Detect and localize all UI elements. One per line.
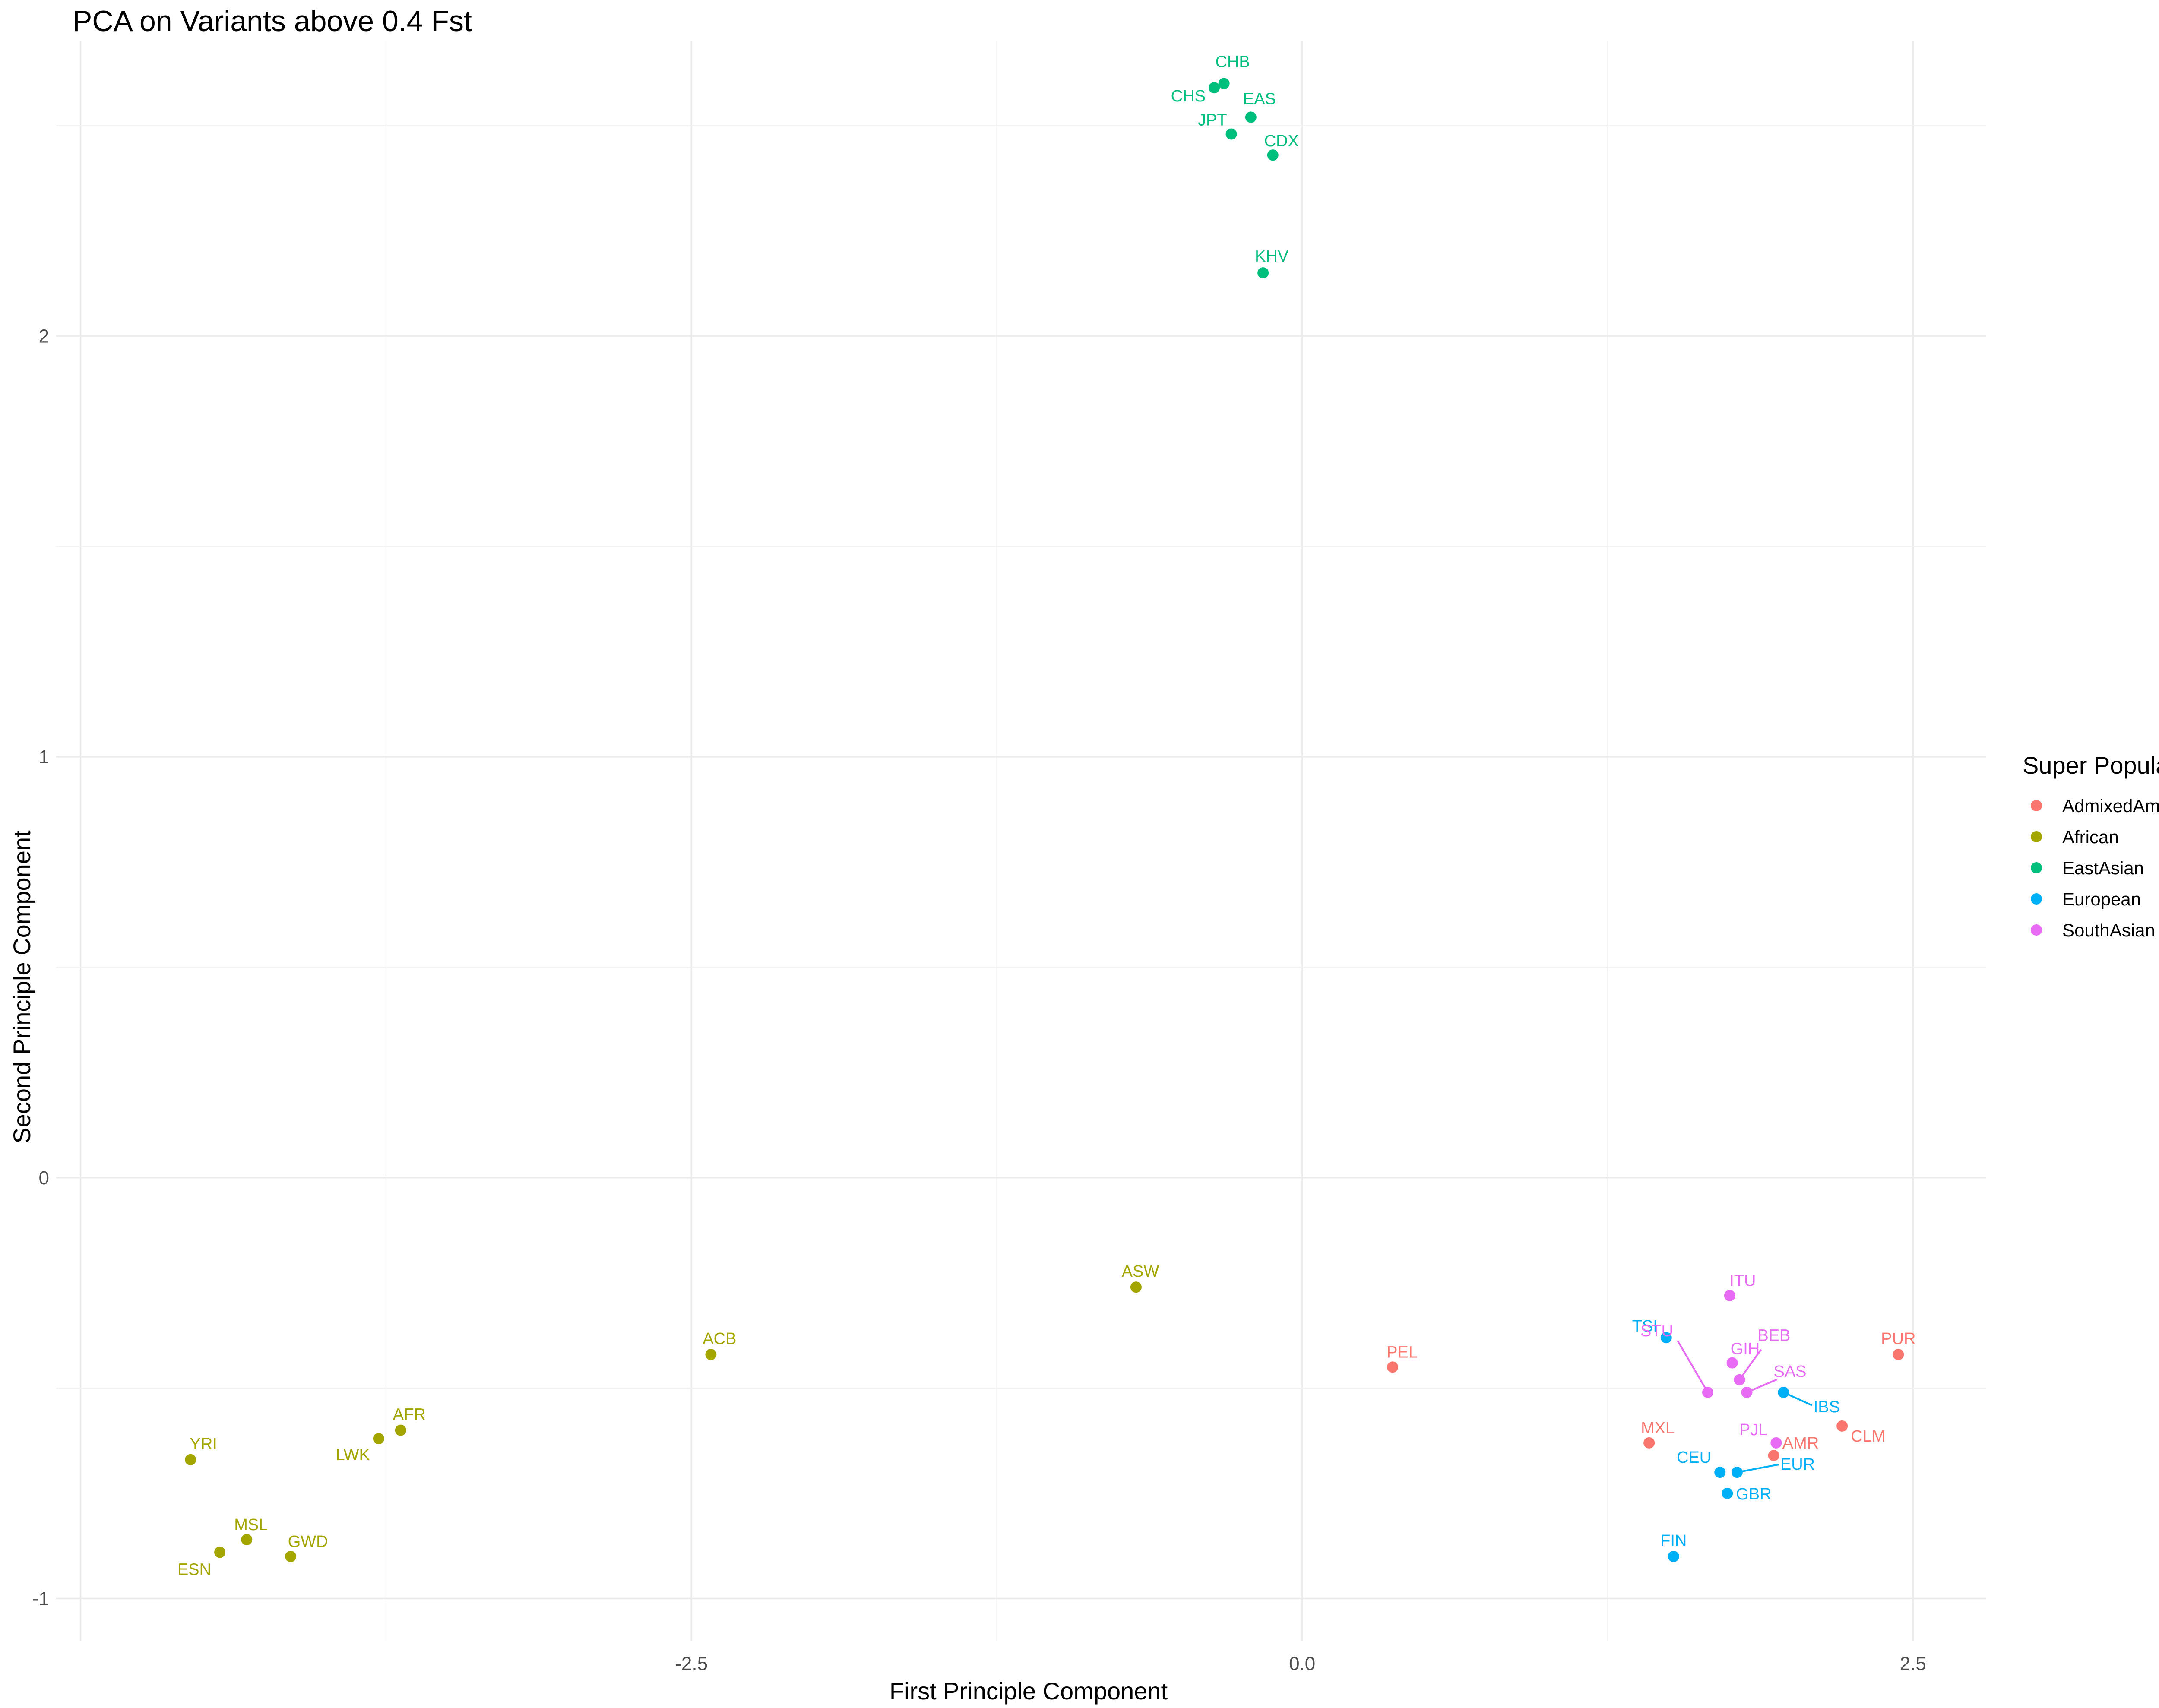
legend-label-southasian: SouthAsian bbox=[2062, 920, 2155, 940]
legend-key-african bbox=[2031, 831, 2042, 842]
label-cdx: CDX bbox=[1264, 132, 1299, 150]
legend: Super Population AdmixedAmerican African E… bbox=[2023, 752, 2159, 940]
label-pur: PUR bbox=[1881, 1330, 1915, 1348]
point-eas bbox=[1245, 111, 1257, 123]
point-gbr bbox=[1722, 1487, 1733, 1499]
legend-entries: AdmixedAmerican African EastAsian European S… bbox=[2031, 796, 2159, 940]
label-khv: KHV bbox=[1255, 247, 1289, 266]
label-stu: STU bbox=[1640, 1322, 1673, 1340]
y-tick-label: 1 bbox=[39, 746, 49, 768]
chart-title: PCA on Variants above 0.4 Fst bbox=[73, 5, 472, 38]
point-yri bbox=[185, 1454, 196, 1465]
point-gwd bbox=[285, 1551, 297, 1563]
legend-label-eastasian: EastAsian bbox=[2062, 858, 2144, 878]
legend-label-european: European bbox=[2062, 889, 2141, 909]
label-pjl: PJL bbox=[1739, 1421, 1767, 1439]
label-jpt: JPT bbox=[1198, 111, 1227, 129]
label-esn: ESN bbox=[177, 1560, 211, 1578]
label-gbr: GBR bbox=[1736, 1485, 1771, 1503]
label-acb: ACB bbox=[703, 1330, 736, 1348]
x-axis-title: First Principle Component bbox=[890, 1677, 1168, 1705]
point-labels: CHB CHS EAS JPT CDX KHV ASW ACB AFR LWK YRI MSL ESN G… bbox=[177, 53, 1915, 1578]
y-tick-label: -1 bbox=[32, 1588, 49, 1610]
legend-label-african: African bbox=[2062, 827, 2119, 847]
x-tick-label: 0.0 bbox=[1289, 1653, 1315, 1674]
point-chs bbox=[1209, 82, 1220, 94]
label-eas: EAS bbox=[1243, 90, 1276, 108]
point-lwk bbox=[373, 1433, 384, 1445]
point-khv bbox=[1257, 267, 1269, 279]
x-tick-label: 2.5 bbox=[1900, 1653, 1926, 1674]
legend-key-southasian bbox=[2031, 924, 2042, 936]
leader-line bbox=[1738, 1349, 1762, 1380]
label-amr: AMR bbox=[1782, 1434, 1819, 1452]
label-afr: AFR bbox=[393, 1406, 426, 1424]
label-chs: CHS bbox=[1171, 87, 1206, 105]
y-axis-title: Second Principle Component bbox=[8, 830, 35, 1144]
label-eur: EUR bbox=[1780, 1455, 1815, 1474]
point-ceu bbox=[1714, 1467, 1726, 1478]
tick-labels: -2.5 0.0 2.5 -1 0 1 2 bbox=[32, 326, 1926, 1674]
grid bbox=[56, 41, 1986, 1641]
point-pur bbox=[1893, 1349, 1904, 1360]
label-beb: BEB bbox=[1757, 1327, 1790, 1345]
data-points bbox=[185, 78, 1904, 1563]
leader-line bbox=[1746, 1379, 1778, 1393]
point-pel bbox=[1387, 1361, 1399, 1373]
point-tsi bbox=[1660, 1332, 1672, 1344]
label-tsi: TSI bbox=[1632, 1317, 1658, 1335]
point-mxl bbox=[1643, 1437, 1655, 1449]
leader-line bbox=[1677, 1340, 1709, 1393]
label-fin: FIN bbox=[1660, 1532, 1687, 1550]
label-sas: SAS bbox=[1773, 1363, 1806, 1381]
label-pel: PEL bbox=[1387, 1343, 1418, 1361]
label-clm: CLM bbox=[1851, 1427, 1885, 1445]
point-asw bbox=[1130, 1281, 1142, 1293]
point-esn bbox=[214, 1547, 226, 1558]
point-msl bbox=[241, 1534, 253, 1546]
label-gih: GIH bbox=[1731, 1340, 1760, 1358]
label-chb: CHB bbox=[1216, 53, 1250, 71]
legend-title: Super Population bbox=[2023, 752, 2159, 779]
legend-key-admixedamerican bbox=[2031, 800, 2042, 811]
label-ceu: CEU bbox=[1677, 1449, 1711, 1467]
label-yri: YRI bbox=[190, 1435, 217, 1453]
label-gwd: GWD bbox=[288, 1533, 328, 1551]
point-gih bbox=[1726, 1357, 1738, 1369]
label-itu: ITU bbox=[1729, 1272, 1756, 1290]
y-tick-label: 0 bbox=[39, 1167, 49, 1189]
point-chb bbox=[1218, 78, 1230, 89]
point-fin bbox=[1668, 1551, 1679, 1563]
label-lwk: LWK bbox=[336, 1446, 370, 1464]
leader-line bbox=[1737, 1464, 1779, 1474]
label-asw: ASW bbox=[1122, 1262, 1159, 1281]
x-tick-label: -2.5 bbox=[675, 1653, 708, 1674]
leader-line bbox=[1783, 1392, 1813, 1406]
point-amr bbox=[1768, 1450, 1779, 1461]
point-pjl bbox=[1770, 1437, 1782, 1449]
point-itu bbox=[1724, 1290, 1735, 1301]
legend-label-admixedamerican: AdmixedAmerican bbox=[2062, 796, 2159, 816]
label-leader-lines bbox=[1677, 1340, 1813, 1474]
label-msl: MSL bbox=[234, 1516, 268, 1534]
label-mxl: MXL bbox=[1641, 1419, 1675, 1437]
label-ibs: IBS bbox=[1814, 1398, 1840, 1416]
point-clm bbox=[1836, 1420, 1848, 1432]
legend-key-european bbox=[2031, 893, 2042, 905]
point-jpt bbox=[1225, 128, 1237, 140]
point-acb bbox=[705, 1349, 717, 1360]
point-afr bbox=[395, 1424, 406, 1436]
point-cdx bbox=[1267, 149, 1279, 161]
legend-key-eastasian bbox=[2031, 862, 2042, 873]
y-tick-label: 2 bbox=[39, 326, 49, 347]
